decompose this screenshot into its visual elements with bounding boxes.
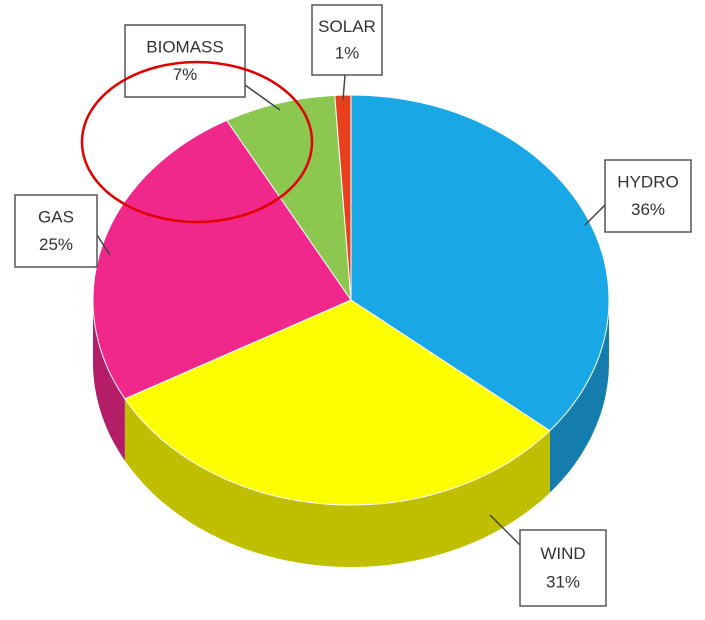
leader-line	[489, 514, 521, 546]
value-label: 25%	[39, 235, 73, 254]
value-label: 36%	[631, 200, 665, 219]
leader-line	[244, 84, 281, 111]
leader-line	[342, 74, 346, 101]
value-label: 31%	[546, 573, 580, 592]
category-label: WIND	[540, 544, 585, 563]
category-label: HYDRO	[617, 173, 678, 192]
slice	[350, 94, 610, 432]
slice	[225, 94, 352, 302]
category-label: GAS	[38, 208, 74, 227]
label-box	[311, 4, 383, 76]
leader-line	[584, 204, 606, 226]
leader-line	[96, 234, 111, 256]
slice	[92, 119, 352, 400]
label-box	[124, 24, 246, 98]
slice-side	[93, 300, 125, 461]
value-label: 1%	[335, 43, 360, 62]
category-label: SOLAR	[318, 17, 376, 36]
label-box	[14, 194, 98, 268]
label-box	[604, 159, 692, 233]
slice-side	[124, 398, 550, 567]
highlight-circle	[80, 60, 314, 224]
value-label: 7%	[173, 65, 198, 84]
labels: HYDRO 36% WIND 31% GAS 25% BIOMASS 7% SOLAR 1%	[14, 4, 692, 607]
category-label: BIOMASS	[146, 38, 223, 57]
pie	[92, 94, 610, 567]
label-box	[519, 529, 607, 607]
slice	[124, 299, 551, 506]
